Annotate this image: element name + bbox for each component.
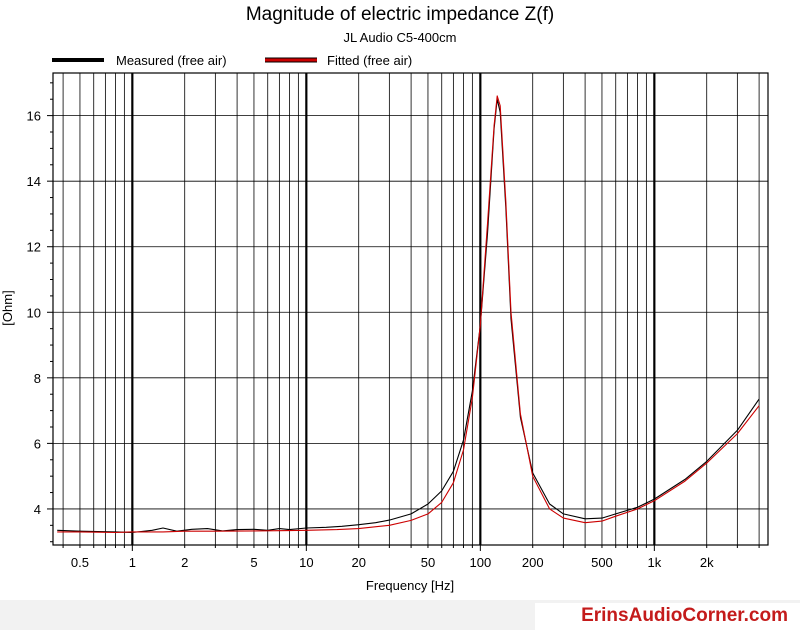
chart-subtitle: JL Audio C5-400cm bbox=[344, 30, 457, 45]
y-tick-label: 6 bbox=[34, 436, 41, 451]
x-tick-label: 20 bbox=[351, 555, 365, 570]
x-tick-label: 100 bbox=[469, 555, 491, 570]
x-tick-label: 1 bbox=[129, 555, 136, 570]
x-tick-label: 2k bbox=[700, 555, 714, 570]
x-tick-label: 2 bbox=[181, 555, 188, 570]
series-measured-line bbox=[57, 98, 760, 534]
x-tick-label: 0.5 bbox=[71, 555, 89, 570]
plot-frame bbox=[52, 72, 769, 546]
x-tick-label: 1k bbox=[647, 555, 661, 570]
y-tick-label: 8 bbox=[34, 371, 41, 386]
watermark: ErinsAudioCorner.com bbox=[581, 605, 788, 626]
x-tick-label: 50 bbox=[421, 555, 435, 570]
legend-label: Fitted (free air) bbox=[327, 53, 412, 68]
x-tick-label: 200 bbox=[522, 555, 544, 570]
legend-label: Measured (free air) bbox=[116, 53, 227, 68]
y-tick-label: 10 bbox=[27, 305, 41, 320]
x-axis-label: Frequency [Hz] bbox=[366, 578, 454, 593]
series-layer bbox=[57, 95, 760, 534]
y-tick-label: 14 bbox=[27, 174, 41, 189]
x-tick-label: 500 bbox=[591, 555, 613, 570]
y-tick-label: 12 bbox=[27, 240, 41, 255]
legend: Measured (free air) Fitted (free air) bbox=[52, 53, 412, 68]
footer-box bbox=[535, 603, 800, 630]
y-axis-label: [Ohm] bbox=[0, 290, 15, 325]
x-tick-label: 10 bbox=[299, 555, 313, 570]
chart-title: Magnitude of electric impedance Z(f) bbox=[246, 4, 554, 25]
x-tick-label: 5 bbox=[250, 555, 257, 570]
impedance-chart: Magnitude of electric impedance Z(f) JL … bbox=[0, 4, 769, 593]
y-tick-label: 16 bbox=[27, 109, 41, 124]
y-tick-label: 4 bbox=[34, 502, 41, 517]
grid bbox=[53, 73, 768, 545]
series-fitted-line bbox=[57, 95, 760, 534]
